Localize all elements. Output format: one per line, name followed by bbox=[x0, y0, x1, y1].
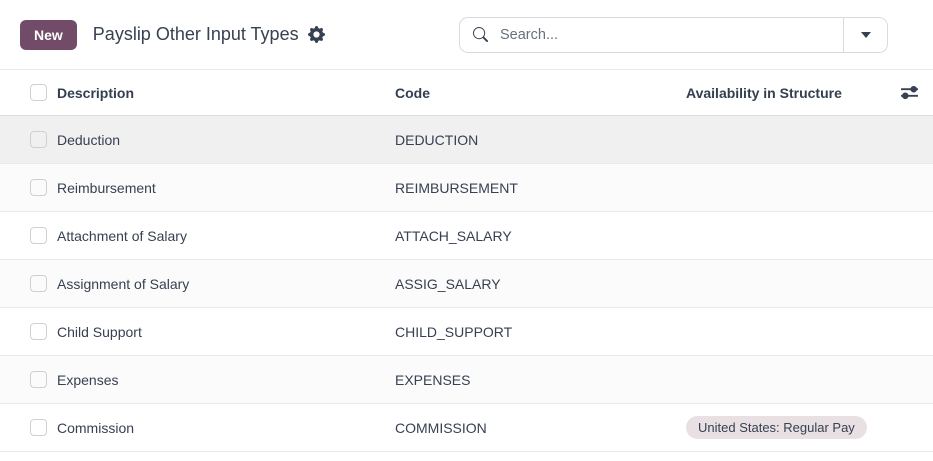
table-row[interactable]: Attachment of Salary ATTACH_SALARY bbox=[0, 212, 933, 260]
row-checkbox[interactable] bbox=[30, 131, 47, 148]
search-icon bbox=[473, 27, 488, 42]
row-select-cell bbox=[0, 419, 57, 436]
row-checkbox[interactable] bbox=[30, 419, 47, 436]
actions-menu-button[interactable] bbox=[307, 26, 325, 43]
row-code[interactable]: CHILD_SUPPORT bbox=[395, 323, 513, 340]
table-row[interactable]: Assignment of Salary ASSIG_SALARY bbox=[0, 260, 933, 308]
page-title: Payslip Other Input Types bbox=[92, 24, 299, 44]
row-checkbox[interactable] bbox=[30, 179, 47, 196]
row-code[interactable]: ATTACH_SALARY bbox=[395, 227, 512, 244]
list-table: Description Code Availability in Structu… bbox=[0, 69, 933, 452]
row-select-cell bbox=[0, 371, 57, 388]
column-header-code[interactable]: Code bbox=[395, 84, 430, 101]
row-description[interactable]: Expenses bbox=[57, 371, 119, 388]
row-description[interactable]: Commission bbox=[57, 419, 135, 436]
page-title-wrap: Payslip Other Input Types bbox=[93, 24, 325, 45]
search-bar bbox=[459, 16, 888, 53]
control-panel: New Payslip Other Input Types bbox=[0, 0, 933, 69]
table-row[interactable]: Child Support CHILD_SUPPORT bbox=[0, 308, 933, 356]
row-checkbox[interactable] bbox=[30, 371, 47, 388]
row-checkbox[interactable] bbox=[30, 227, 47, 244]
optional-columns-button[interactable] bbox=[897, 83, 922, 102]
row-description[interactable]: Assignment of Salary bbox=[57, 275, 190, 292]
row-description[interactable]: Child Support bbox=[57, 323, 142, 340]
table-row[interactable]: Commission COMMISSION United States: Reg… bbox=[0, 404, 933, 452]
availability-badge: United States: Regular Pay bbox=[686, 416, 867, 439]
column-header-description[interactable]: Description bbox=[57, 84, 135, 101]
search-input[interactable] bbox=[498, 17, 843, 52]
column-header-availability[interactable]: Availability in Structure bbox=[686, 84, 842, 101]
new-button[interactable]: New bbox=[20, 19, 77, 50]
gear-icon bbox=[307, 26, 325, 43]
table-row[interactable]: Deduction DEDUCTION bbox=[0, 116, 933, 164]
breadcrumb-area: New Payslip Other Input Types bbox=[20, 19, 325, 50]
row-select-cell bbox=[0, 179, 57, 196]
row-select-cell bbox=[0, 227, 57, 244]
row-select-cell bbox=[0, 131, 57, 148]
row-code[interactable]: REIMBURSEMENT bbox=[395, 179, 518, 196]
list-header-row: Description Code Availability in Structu… bbox=[0, 69, 933, 116]
caret-down-icon bbox=[860, 31, 871, 38]
sliders-icon bbox=[899, 85, 920, 100]
select-all-cell bbox=[0, 84, 57, 101]
row-select-cell bbox=[0, 323, 57, 340]
select-all-checkbox[interactable] bbox=[30, 84, 47, 101]
table-row[interactable]: Expenses EXPENSES bbox=[0, 356, 933, 404]
row-code[interactable]: ASSIG_SALARY bbox=[395, 275, 501, 292]
row-description[interactable]: Deduction bbox=[57, 131, 121, 148]
row-description[interactable]: Attachment of Salary bbox=[57, 227, 187, 244]
row-availability: United States: Regular Pay bbox=[686, 416, 886, 439]
row-checkbox[interactable] bbox=[30, 275, 47, 292]
search-filters-toggle[interactable] bbox=[843, 17, 887, 52]
row-checkbox[interactable] bbox=[30, 323, 47, 340]
row-code[interactable]: DEDUCTION bbox=[395, 131, 479, 148]
table-row[interactable]: Reimbursement REIMBURSEMENT bbox=[0, 164, 933, 212]
list-body: Deduction DEDUCTION Reimbursement REIMBU… bbox=[0, 116, 933, 452]
optional-columns-cell bbox=[886, 83, 933, 102]
row-description[interactable]: Reimbursement bbox=[57, 179, 156, 196]
row-code[interactable]: EXPENSES bbox=[395, 371, 471, 388]
row-select-cell bbox=[0, 275, 57, 292]
row-code[interactable]: COMMISSION bbox=[395, 419, 487, 436]
